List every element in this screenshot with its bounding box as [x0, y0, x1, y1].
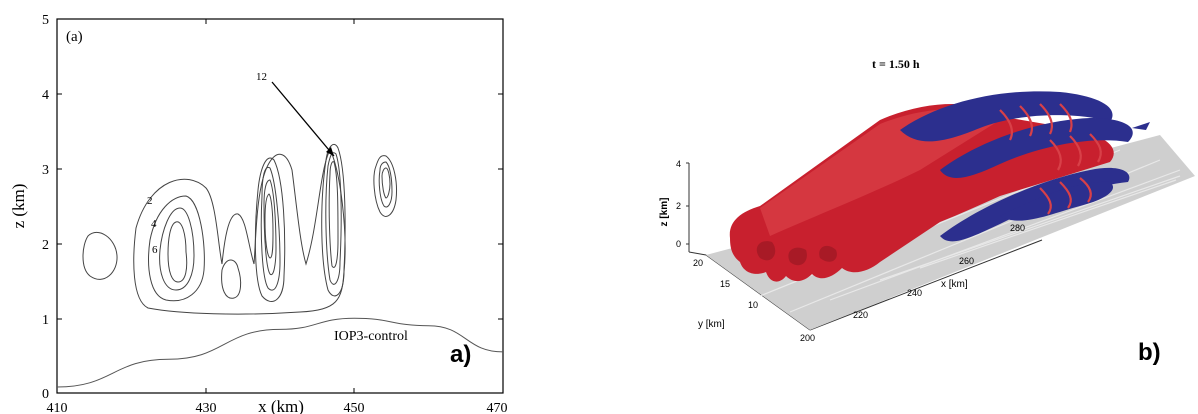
red-ridges: [999, 103, 1102, 215]
contour-label-6: 6: [152, 244, 158, 256]
y-axis-title: z (km): [9, 184, 28, 229]
x-tick-label-3d: 280: [1010, 223, 1025, 233]
y-tick-label: 5: [42, 13, 49, 28]
z-axis-title: z [km]: [659, 198, 670, 227]
y-tick-label: 3: [42, 163, 49, 178]
time-label: t = 1.50 h: [872, 57, 920, 71]
contour-6-inner: [167, 221, 188, 283]
contour-6: [159, 207, 195, 291]
y-tick-label: 2: [42, 238, 49, 253]
contour-mid-1: [254, 157, 286, 302]
x-tick-label: 470: [487, 401, 508, 414]
y-tick-label: 4: [42, 88, 49, 103]
contour-right-1: [373, 155, 397, 217]
corner-label-a: a): [450, 341, 471, 368]
contour-label-4: 4: [151, 218, 157, 230]
x-tick-label-3d: 200: [800, 333, 815, 343]
x-axis-title: x (km): [258, 397, 304, 414]
blue-isosurface: [900, 91, 1150, 242]
arrow-head: [326, 147, 334, 156]
terrain-line: [56, 317, 504, 388]
contour-label-2: 2: [147, 195, 153, 207]
label-arrow: [271, 81, 335, 157]
right-panel: t = 1.50 h b) z [km] 4 2 0 20 15 10 y [k…: [659, 57, 1195, 366]
y-tick-label: 1: [42, 313, 49, 328]
contour-mid-3: [263, 179, 277, 276]
experiment-label: IOP3-control: [334, 329, 408, 344]
x-tick-label-3d: 240: [907, 288, 922, 298]
x-tick-label-3d: 260: [959, 256, 974, 266]
plot-frame: [56, 18, 504, 394]
contour-mid-4: [264, 193, 274, 259]
contour-label-12: 12: [256, 71, 267, 83]
x-tick-label-3d: 220: [853, 310, 868, 320]
y-tick-label-3d: 15: [720, 279, 730, 289]
red-highlight: [760, 109, 1000, 236]
z-tick-label: 2: [676, 201, 681, 211]
contour-4: [148, 195, 205, 302]
y-tick-label: 0: [42, 387, 49, 402]
x-tick-label: 430: [196, 401, 217, 414]
red-bumps: [756, 241, 837, 266]
panel-tag: (a): [66, 29, 83, 45]
contour-small-left: [82, 231, 118, 280]
x-tick-label: 410: [47, 401, 68, 414]
x-axis-title-3d: x [km]: [941, 279, 968, 290]
contour-right-3: [381, 167, 391, 199]
y-tick-label-3d: 20: [693, 258, 703, 268]
z-tick-label: 4: [676, 159, 681, 169]
z-tick-label: 0: [676, 239, 681, 249]
axis-ticks: [57, 19, 503, 393]
contour-outer: [133, 148, 346, 315]
y-axis-title-3d: y [km]: [698, 319, 725, 330]
y-tick-label-3d: 10: [748, 300, 758, 310]
contour-mid-2: [260, 166, 281, 291]
left-panel: (a) 2 4 6 12 IOP3-control a) 5 4 3 2 1 0…: [9, 13, 508, 414]
contour-peak-2: [325, 152, 342, 285]
contour-peak-1: [321, 144, 346, 297]
contour-peak-3: [328, 161, 339, 268]
contour-right-2: [378, 161, 393, 208]
contour-low-left: [221, 259, 242, 299]
corner-label-b: b): [1138, 339, 1161, 366]
contour-lines: [82, 144, 397, 315]
x-tick-label: 450: [344, 401, 365, 414]
